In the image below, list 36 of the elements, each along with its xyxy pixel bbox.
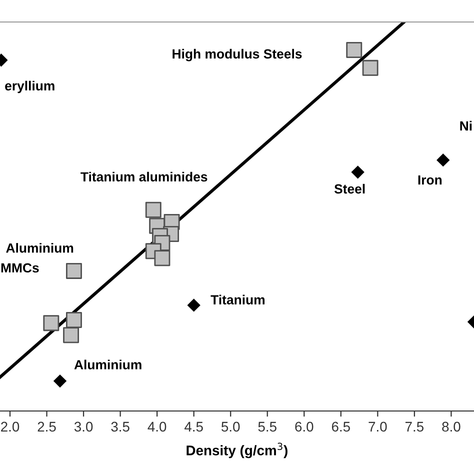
x-tick-label: 2.0 — [1, 422, 20, 432]
point — [63, 327, 80, 344]
point — [362, 60, 378, 76]
x-tick-label: 3.0 — [74, 422, 93, 432]
annotation: Titanium — [210, 294, 265, 304]
point — [187, 298, 200, 312]
x-tick-label: 6.5 — [332, 422, 350, 432]
point — [351, 166, 364, 179]
point — [53, 374, 67, 388]
annotation: High modulus Steels — [172, 48, 302, 62]
annotation: eryllium — [5, 80, 54, 94]
x-tick-label: 5.0 — [222, 422, 240, 432]
point — [43, 315, 60, 332]
x-tick-label: 4.5 — [184, 422, 203, 432]
annotation: Iron — [418, 175, 442, 185]
point — [145, 202, 162, 218]
point — [66, 262, 82, 279]
x-tick-label: 5.5 — [258, 422, 276, 432]
x-axis-title: Density (g/cm$^{3}$) — [186, 442, 288, 458]
x-tick-label: 4.0 — [148, 422, 166, 432]
annotation: Titanium aluminides — [80, 172, 208, 182]
point — [154, 250, 170, 266]
annotation: Aluminium — [74, 360, 142, 370]
x-tick-label: 6.0 — [295, 422, 314, 432]
annotation: MMCs — [1, 263, 39, 273]
point — [346, 42, 362, 58]
annotation: Steel — [334, 184, 365, 194]
point — [66, 312, 82, 328]
x-tick-label: 8.0 — [442, 422, 460, 432]
x-tick-label: 3.5 — [111, 422, 130, 432]
annotation: Ni — [460, 120, 472, 130]
point — [436, 154, 450, 167]
annotation: Aluminium — [6, 243, 74, 253]
x-tick-label: 7.0 — [368, 422, 387, 432]
x-tick-label: 2.5 — [38, 422, 56, 432]
x-tick-label: 7.5 — [405, 422, 424, 432]
